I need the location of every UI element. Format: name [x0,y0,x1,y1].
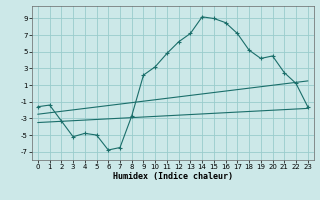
X-axis label: Humidex (Indice chaleur): Humidex (Indice chaleur) [113,172,233,181]
